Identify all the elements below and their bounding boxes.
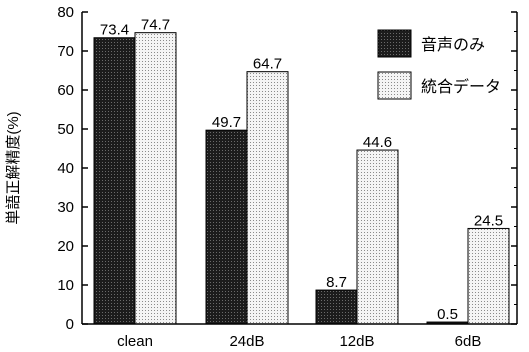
- legend: 音声のみ 統合データ: [377, 29, 501, 100]
- y-axis-ticks: 0 10 20 30 40 50 60 70 80: [57, 4, 88, 333]
- x-tick-label: clean: [117, 333, 153, 350]
- y-tick-label: 70: [57, 43, 74, 60]
- x-tick-label: 12dB: [339, 333, 374, 350]
- legend-label-integrated-data: 統合データ: [421, 77, 501, 96]
- bar-integrated-data: [134, 32, 177, 325]
- data-label: 8.7: [326, 274, 347, 291]
- y-tick-label: 80: [57, 4, 74, 21]
- plot-area: 73.4 74.7 49.7 64.7 8.7 44.6 0.5 24.5: [93, 17, 510, 325]
- x-axis-ticks: clean 24dB 12dB 6dB: [117, 333, 481, 350]
- data-label: 44.6: [363, 134, 392, 151]
- y-tick-label: 50: [57, 121, 74, 138]
- bar-audio-only: [93, 37, 136, 325]
- legend-swatch-audio-only: [377, 29, 412, 58]
- bar-audio-only: [315, 289, 358, 325]
- y-tick-label: 10: [57, 277, 74, 294]
- bar-integrated-data: [467, 227, 510, 325]
- legend-swatch-integrated-data: [377, 71, 412, 100]
- data-label: 64.7: [253, 56, 282, 73]
- data-label: 74.7: [141, 17, 170, 34]
- y-tick-label: 20: [57, 238, 74, 255]
- y-tick-label: 60: [57, 82, 74, 99]
- y-tick-label: 0: [66, 316, 74, 333]
- x-tick-label: 6dB: [455, 333, 482, 350]
- bar-integrated-data: [246, 71, 289, 325]
- legend-label-audio-only: 音声のみ: [421, 36, 485, 54]
- y-tick-label: 30: [57, 199, 74, 216]
- y-tick-label: 40: [57, 160, 74, 177]
- x-tick-label: 24dB: [229, 333, 264, 350]
- right-axis-ticks: [511, 11, 517, 325]
- bar-audio-only: [205, 129, 248, 325]
- data-label: 49.7: [212, 114, 241, 131]
- data-label: 0.5: [437, 306, 458, 323]
- data-label: 73.4: [100, 22, 129, 39]
- data-label: 24.5: [474, 212, 503, 229]
- y-axis-title: 単語正解精度(%): [5, 111, 22, 224]
- bar-integrated-data: [356, 149, 399, 325]
